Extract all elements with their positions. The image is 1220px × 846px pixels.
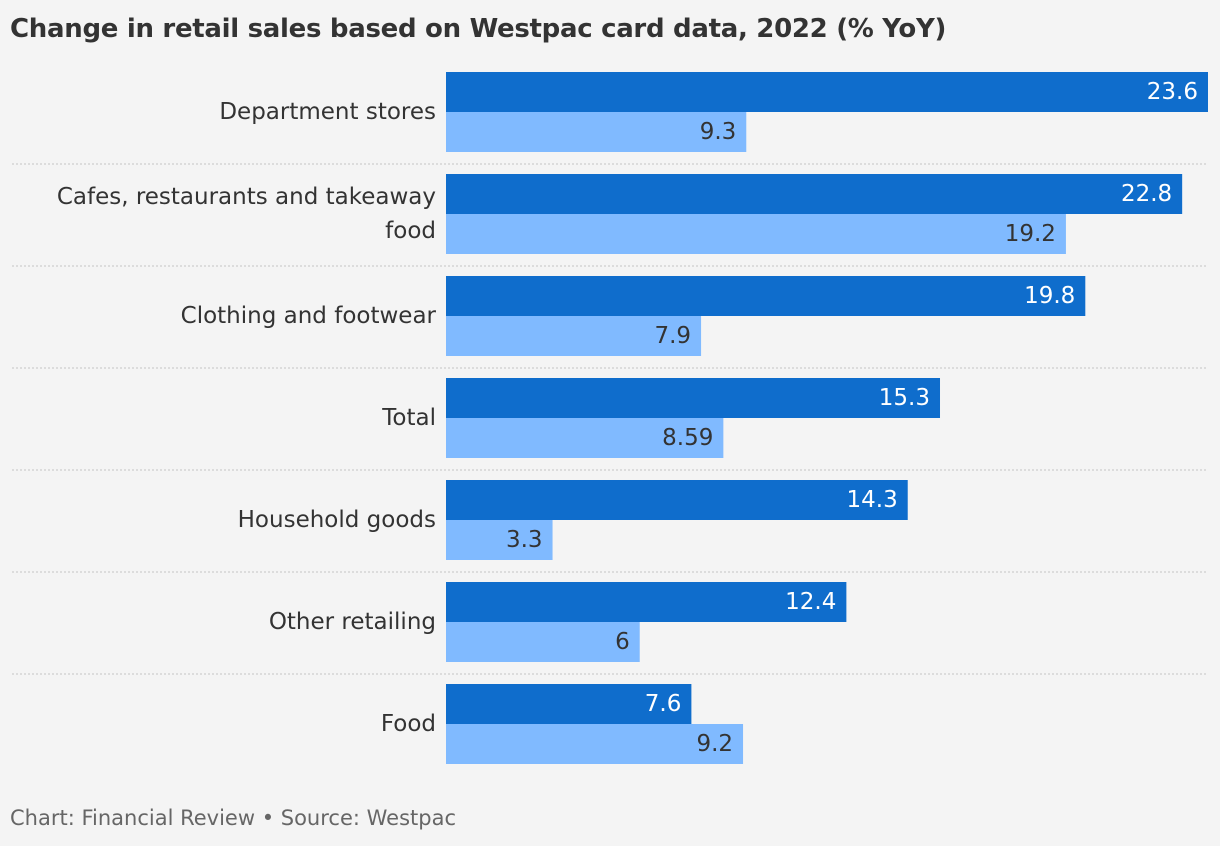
data-label: 19.8 — [1024, 283, 1075, 309]
bar-series-2 — [446, 112, 747, 152]
bar-series-1 — [446, 174, 1183, 214]
data-label: 3.3 — [506, 527, 543, 553]
bar-series-1 — [446, 72, 1208, 112]
category-label: Department stores — [219, 99, 436, 125]
bar-series-2 — [446, 214, 1066, 254]
category-label: Household goods — [238, 507, 436, 533]
category-label: Clothing and footwear — [181, 303, 437, 329]
bar-series-2 — [446, 418, 724, 458]
category-label: Cafes, restaurants and takeaway — [57, 184, 436, 210]
data-label: 8.59 — [662, 425, 713, 451]
category-label: Total — [381, 405, 436, 431]
chart-source: Chart: Financial Review • Source: Westpa… — [10, 806, 457, 830]
bar-series-1 — [446, 276, 1086, 316]
category-label: Food — [381, 711, 436, 737]
chart-title: Change in retail sales based on Westpac … — [10, 14, 947, 44]
bar-series-1 — [446, 582, 847, 622]
category-label: food — [385, 218, 436, 244]
data-label: 14.3 — [847, 487, 898, 513]
bar-series-2 — [446, 520, 553, 560]
data-label: 12.4 — [785, 589, 836, 615]
bar-series-1 — [446, 378, 941, 418]
category-label: Other retailing — [269, 609, 436, 635]
data-label: 9.2 — [696, 731, 733, 757]
data-label: 23.6 — [1147, 79, 1198, 105]
data-label: 15.3 — [879, 385, 930, 411]
data-label: 9.3 — [700, 119, 737, 145]
bar-series-2 — [446, 724, 744, 764]
bar-chart: Department stores 23.6 9.3 Cafes, restauran… — [12, 72, 1208, 764]
data-label: 7.6 — [645, 691, 682, 717]
bar-series-1 — [446, 684, 692, 724]
bar-series-2 — [446, 316, 702, 356]
data-label: 22.8 — [1121, 181, 1172, 207]
bar-series-2 — [446, 622, 640, 662]
data-label: 7.9 — [654, 323, 691, 349]
bar-series-1 — [446, 480, 908, 520]
data-label: 19.2 — [1005, 221, 1056, 247]
data-label: 6 — [615, 629, 630, 655]
